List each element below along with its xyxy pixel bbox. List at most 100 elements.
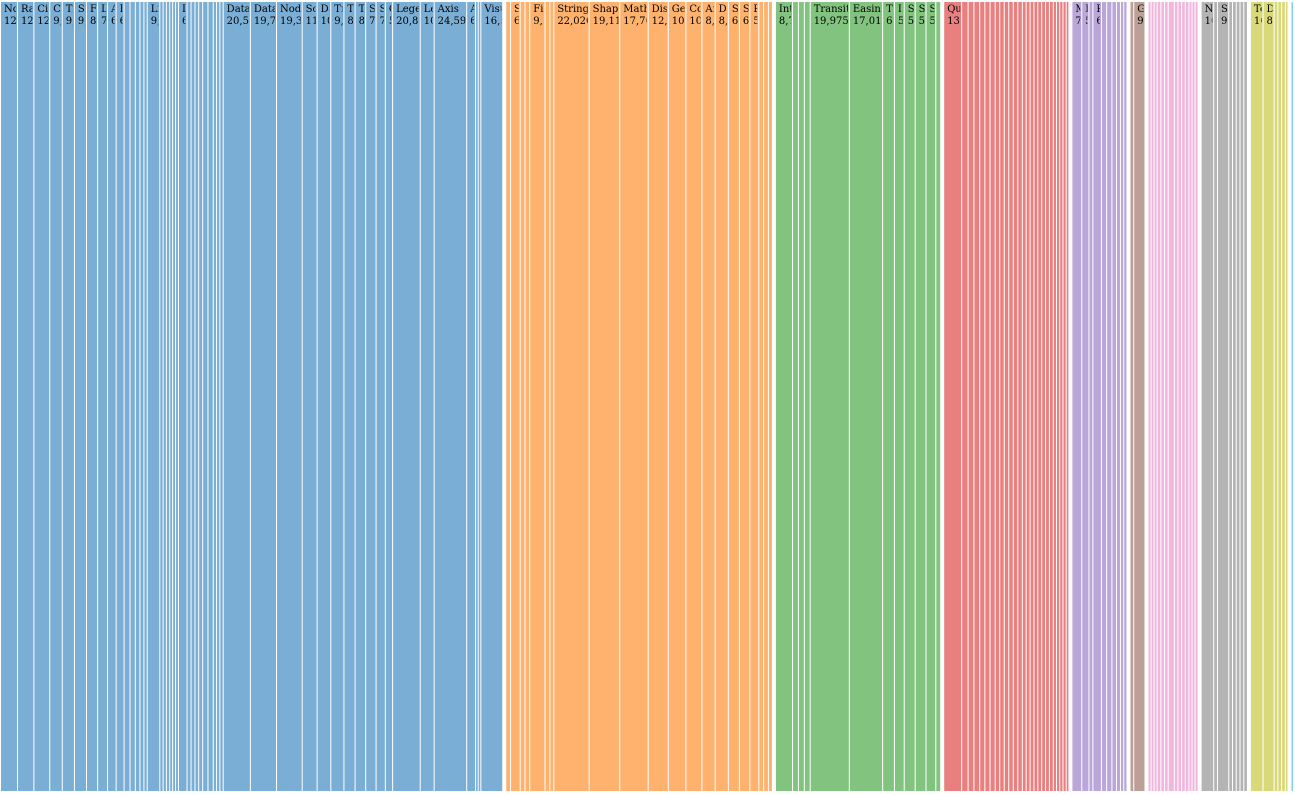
treemap-cell[interactable]: Sequence: 5,534 [915, 2, 926, 791]
treemap-cell[interactable]: u: 2,000 [478, 2, 481, 791]
treemap-cell[interactable]: DataSchema: 20,544 [223, 2, 250, 791]
treemap-cell[interactable]: AxisGridLine: 6,703 [467, 2, 476, 791]
treemap-cell[interactable]: r: 3,000 [1042, 2, 1046, 791]
treemap-cell[interactable]: p: 3,000 [1034, 2, 1038, 791]
treemap-cell[interactable]: b: 3,000 [520, 2, 525, 791]
treemap-cell[interactable]: q: 3,000 [1038, 2, 1042, 791]
treemap-cell[interactable]: Geometry: 10,993 [668, 2, 686, 791]
treemap-cell[interactable]: MergeEdge: 7,500 [1072, 2, 1082, 791]
treemap-cell[interactable]: Sequence: 6,000 [511, 2, 520, 791]
treemap-cell[interactable]: Axis: 24,593 [434, 2, 467, 791]
treemap-cell[interactable]: k: 2,500 [1189, 2, 1192, 791]
treemap-cell[interactable]: d: 3,000 [1157, 2, 1161, 791]
treemap-cell[interactable]: g: 3,000 [1174, 2, 1178, 791]
treemap-cell[interactable]: SelectionControl: 7,862 [366, 2, 376, 791]
treemap-cell[interactable]: f: 2,500 [1120, 2, 1124, 791]
treemap-cell[interactable]: Visualization: 16,540 [481, 2, 503, 791]
treemap-cell[interactable]: b: 2,500 [1151, 2, 1154, 791]
treemap-cell[interactable]: Displays: 12,555 [648, 2, 668, 791]
treemap-cell[interactable]: b: 3,000 [1278, 2, 1282, 791]
treemap-cell[interactable]: g: 2,500 [1124, 2, 1127, 791]
treemap-cell[interactable]: v: 2,500 [1057, 2, 1060, 791]
treemap-cell[interactable]: g: 3,500 [995, 2, 1000, 791]
treemap-cell[interactable]: c: 3,000 [140, 2, 144, 791]
treemap-cell[interactable]: e: 3,000 [1117, 2, 1120, 791]
treemap-cell[interactable]: u: 2,500 [1053, 2, 1057, 791]
treemap-cell[interactable]: m: 2,800 [195, 2, 199, 791]
treemap-cell[interactable]: ScaleControl: 7,000 [376, 2, 385, 791]
treemap-cell[interactable]: ISchedulable: 5,000 [894, 2, 904, 791]
treemap-cell[interactable]: RadialTreeLayout: 12,348 [18, 2, 34, 791]
treemap-cell[interactable]: a: 3,000 [1089, 2, 1093, 791]
treemap-cell[interactable]: k: 3,000 [187, 2, 191, 791]
treemap-cell[interactable]: f: 3,000 [759, 2, 764, 791]
treemap-cell[interactable]: f: 3,000 [1165, 2, 1168, 791]
treemap-cell[interactable]: ItemSource: 6,500 [178, 2, 187, 791]
treemap-cell[interactable]: TreeBuilder: 9,930 [331, 2, 344, 791]
treemap-cell[interactable]: o: 4,000 [203, 2, 208, 791]
treemap-cell[interactable]: d: 3,500 [1112, 2, 1116, 791]
treemap-cell[interactable]: FlareVis: 5,500 [1082, 2, 1089, 791]
treemap-cell[interactable]: r: 2,500 [217, 2, 220, 791]
treemap-cell[interactable]: a: 5,000 [962, 2, 968, 791]
treemap-cell[interactable]: h: 3,000 [1178, 2, 1182, 791]
treemap-cell[interactable]: f: 4,000 [990, 2, 995, 791]
treemap-cell[interactable]: s: 3,000 [1046, 2, 1049, 791]
treemap-cell[interactable]: l: 2,500 [1192, 2, 1195, 791]
treemap-cell[interactable]: Arrays: 8,258 [702, 2, 715, 791]
treemap-cell[interactable]: a: 2,500 [1148, 2, 1151, 791]
treemap-cell[interactable]: Stats: 6,557 [739, 2, 750, 791]
treemap-cell[interactable]: CirclePackingLayout: 9,457 [50, 2, 62, 791]
treemap-cell[interactable]: Query: 13,896 [944, 2, 962, 791]
treemap-cell[interactable]: Cluster: 5,500 [385, 2, 393, 791]
treemap-cell[interactable]: c: 4,000 [1107, 2, 1112, 791]
treemap-cell[interactable]: NodeBounds: 10,066 [1201, 2, 1214, 791]
treemap-cell[interactable]: s: 2,500 [220, 2, 223, 791]
treemap-cell[interactable]: a: 3,000 [1130, 2, 1134, 791]
treemap-cell[interactable]: ScaleBinding: 11,275 [302, 2, 317, 791]
treemap-cell[interactable]: h: 3,500 [1000, 2, 1004, 791]
treemap-cell[interactable]: a: 3,000 [793, 2, 798, 791]
treemap-cell[interactable]: h: 2,500 [768, 2, 772, 791]
treemap-cell[interactable]: w: 2,500 [1060, 2, 1063, 791]
treemap-cell[interactable]: b: 4,000 [1101, 2, 1107, 791]
treemap-cell[interactable]: ForceDirectedLayout: 8,411 [86, 2, 98, 791]
treemap-cell[interactable]: i: 3,000 [1182, 2, 1185, 791]
treemap-cell[interactable]: b: 4,500 [968, 2, 974, 791]
treemap-cell[interactable]: e: 4,000 [985, 2, 990, 791]
treemap-cell[interactable]: Transitioner: 19,975 [810, 2, 849, 791]
treemap-cell[interactable]: y: 2,100 [1066, 2, 1069, 791]
treemap-cell[interactable]: TextSprite: 8,000 [355, 2, 366, 791]
treemap-cell[interactable]: LinearScale: 9,500 [147, 2, 160, 791]
treemap-cell[interactable]: Legend: 20,859 [393, 2, 420, 791]
treemap-cell[interactable]: p: 4,000 [208, 2, 213, 791]
treemap-cell[interactable]: AspectRatioBanker: 6,500 [108, 2, 116, 791]
treemap-cell[interactable]: g: 3,000 [764, 2, 768, 791]
treemap-cell[interactable]: d: 3,000 [1236, 2, 1240, 791]
treemap-cell[interactable]: a: 3,000 [1214, 2, 1217, 791]
treemap-cell[interactable]: IndentedTreeLayout: 6,000 [116, 2, 124, 791]
treemap-cell[interactable]: Scheduler: 5,593 [904, 2, 915, 791]
treemap-cell[interactable]: LegendRange: 10,530 [420, 2, 434, 791]
treemap-cell[interactable]: Interpolator: 8,746 [775, 2, 793, 791]
treemap-cell[interactable]: Easing: 17,010 [849, 2, 883, 791]
treemap-cell[interactable]: AxisLayout: 4,500 [124, 2, 130, 791]
treemap-cell[interactable]: Colors: 10,001 [686, 2, 702, 791]
treemap-cell[interactable]: d: 2,101 [1285, 2, 1288, 791]
treemap-cell[interactable]: DirtySprite: 8,833 [1263, 2, 1274, 791]
treemap-cell[interactable]: c: 3,000 [525, 2, 530, 791]
treemap-cell[interactable]: Property: 5,559 [750, 2, 759, 791]
treemap-cell[interactable]: c: 4,500 [974, 2, 980, 791]
treemap-cell[interactable]: c: 2,500 [1154, 2, 1157, 791]
treemap-cell[interactable]: Dates: 8,217 [715, 2, 728, 791]
treemap-cell[interactable]: c: 3,000 [1232, 2, 1236, 791]
treemap-cell[interactable]: StackedAreaLayout: 9,121 [74, 2, 86, 791]
treemap-cell[interactable]: c: 3,000 [804, 2, 810, 791]
treemap-cell[interactable]: j: 3,000 [1185, 2, 1189, 791]
treemap-cell[interactable]: i: 2,200 [173, 2, 176, 791]
treemap-cell[interactable]: TreeMapLayout: 9,191 [62, 2, 74, 791]
treemap-cell[interactable]: NodeSprite: 19,382 [277, 2, 302, 791]
treemap-cell[interactable]: TextSprite: 10,066 [1250, 2, 1263, 791]
treemap-cell[interactable]: Strings: 22,026 [554, 2, 589, 791]
treemap-cell[interactable]: h: 2,200 [170, 2, 173, 791]
